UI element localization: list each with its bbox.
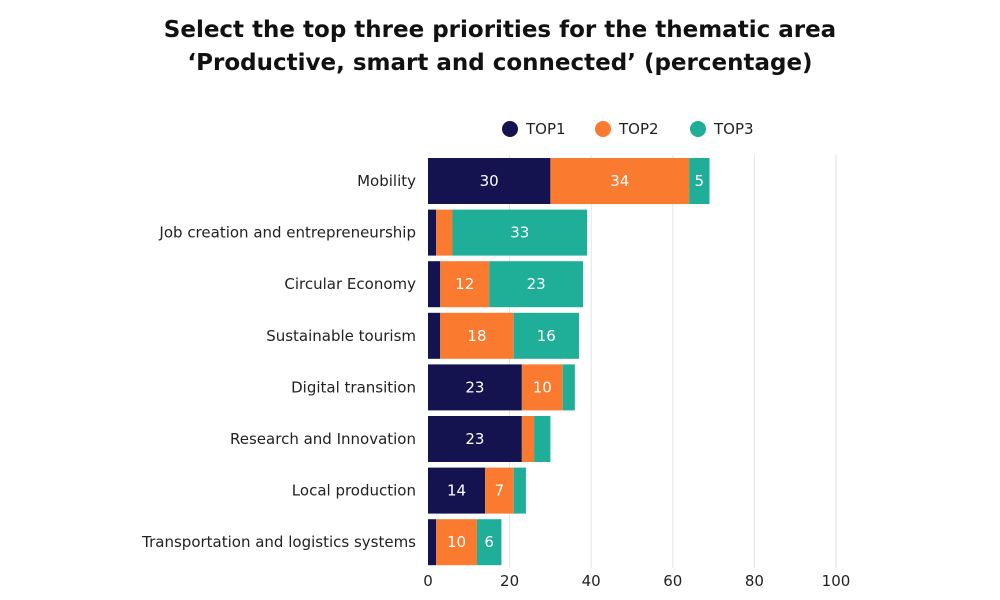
legend-marker-top2	[595, 121, 611, 137]
legend-label-top3: TOP3	[713, 120, 754, 138]
legend-label-top1: TOP1	[525, 120, 566, 138]
legend-marker-top3	[690, 121, 706, 137]
data-label: 10	[447, 533, 466, 551]
bar-segment-top2	[436, 209, 453, 256]
x-tick-label: 100	[822, 572, 851, 590]
x-tick-label: 60	[663, 572, 682, 590]
data-label: 10	[533, 378, 552, 396]
bar-segment-top3	[489, 261, 584, 308]
data-label: 23	[527, 275, 546, 293]
legend-marker-top1	[502, 121, 518, 137]
bar-segment-top3	[689, 158, 710, 204]
chart-title-line-1: Select the top three priorities for the …	[163, 17, 837, 43]
bar-segment-top3	[513, 467, 526, 514]
category-label: Sustainable tourism	[266, 327, 416, 345]
data-label: 12	[455, 275, 474, 293]
chart-title-line-2: ‘Productive, smart and connected’ (perce…	[187, 50, 813, 76]
bar-segment-top1	[428, 416, 522, 462]
bar-segment-top3	[476, 519, 502, 566]
bar-segment-top1	[428, 364, 522, 411]
bar-segment-top2	[521, 416, 535, 462]
bar-segment-top2	[440, 261, 490, 308]
bar-segment-top1	[428, 209, 437, 256]
category-labels: Mobility Job creation and entrepreneurshi…	[141, 172, 416, 551]
x-tick-label: 0	[423, 572, 433, 590]
data-label: 33	[510, 224, 529, 242]
x-tick-label: 80	[745, 572, 764, 590]
x-axis-ticks: 0 20 40 60 80 100	[423, 572, 850, 590]
chart-title: Select the top three priorities for the …	[0, 14, 1000, 80]
legend-label-top2: TOP2	[618, 120, 659, 138]
data-label: 6	[484, 533, 494, 551]
data-label: 34	[610, 172, 629, 190]
data-label: 23	[465, 430, 484, 448]
category-label: Mobility	[357, 172, 416, 190]
category-label: Job creation and entrepreneurship	[158, 224, 416, 242]
bar-segment-top2	[550, 158, 690, 204]
bar-segment-top3	[562, 364, 575, 411]
data-label: 30	[480, 172, 499, 190]
data-label: 5	[695, 172, 705, 190]
bar-segment-top3	[513, 312, 579, 359]
data-label: 14	[447, 482, 466, 500]
bars: 30 34 5 33 12 23 18 16 23 10 23 14 7 10 6	[428, 158, 710, 566]
data-label: 23	[465, 378, 484, 396]
category-label: Transportation and logistics systems	[141, 533, 416, 551]
bar-segment-top2	[440, 312, 514, 359]
category-label: Circular Economy	[284, 275, 416, 293]
category-label: Local production	[292, 482, 416, 500]
bar-segment-top2	[436, 519, 477, 566]
x-tick-label: 20	[500, 572, 519, 590]
x-tick-label: 40	[582, 572, 601, 590]
bar-segment-top1	[428, 261, 441, 308]
data-label: 18	[467, 327, 486, 345]
bar-segment-top3	[452, 209, 588, 256]
bar-segment-top3	[534, 416, 551, 462]
data-label: 7	[495, 482, 505, 500]
category-label: Digital transition	[291, 378, 416, 396]
bar-segment-top1	[428, 312, 441, 359]
bar-segment-top1	[428, 467, 486, 514]
category-label: Research and Innovation	[230, 430, 416, 448]
bar-segment-top2	[485, 467, 514, 514]
legend: TOP1 TOP2 TOP3	[502, 120, 754, 138]
data-label: 16	[537, 327, 556, 345]
bar-segment-top2	[521, 364, 563, 411]
bar-segment-top1	[428, 158, 551, 204]
bar-segment-top1	[428, 519, 437, 566]
